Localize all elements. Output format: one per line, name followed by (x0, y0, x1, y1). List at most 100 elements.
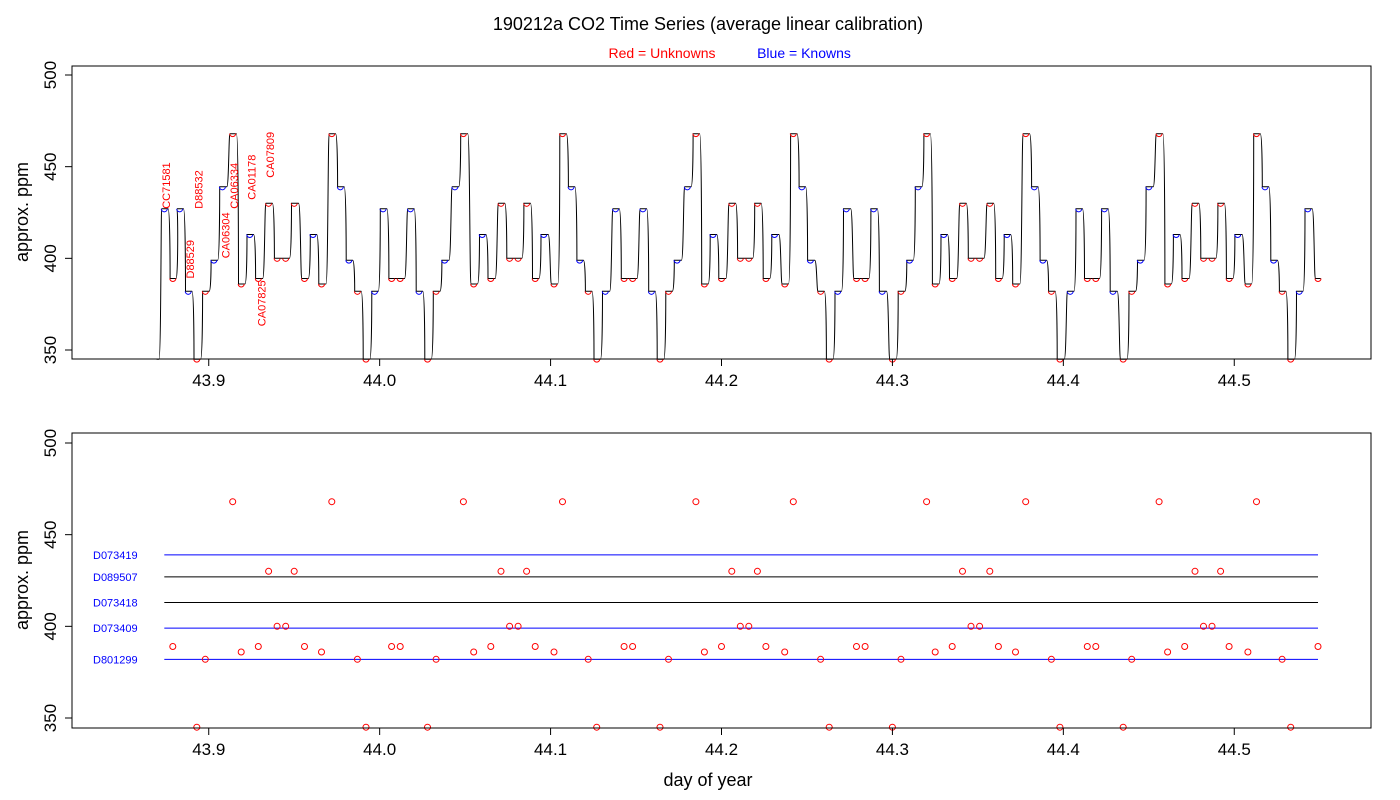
unknown-point (328, 498, 336, 506)
unknown-point (1191, 567, 1199, 575)
unknown-marker (948, 278, 956, 282)
unknown-point (753, 567, 761, 575)
unknown-marker (1083, 278, 1091, 282)
unknown-point (1208, 622, 1216, 630)
unknown-marker (1128, 291, 1136, 295)
y-tick-label: 350 (41, 336, 60, 364)
reference-line-label: D089507 (93, 572, 138, 584)
unknown-marker (1119, 359, 1127, 363)
unknown-point (1083, 643, 1091, 650)
unknown-point (1012, 648, 1019, 656)
unknown-point (1155, 498, 1163, 506)
unknown-point (825, 723, 833, 731)
unknown-marker (1200, 258, 1207, 262)
known-marker (870, 208, 878, 213)
tank-annotation: CA07825 (257, 280, 269, 326)
legend-knowns: Blue = Knowns (757, 45, 851, 61)
y-tick-label: 500 (41, 61, 60, 89)
unknown-point (817, 655, 825, 663)
bottom-y-axis: 350 400 450 500 (41, 429, 72, 732)
unknown-marker (273, 258, 281, 262)
unknown-point (424, 723, 431, 731)
unknown-marker (396, 278, 404, 282)
x-tick-label: 44.2 (705, 740, 738, 759)
unknown-marker (1314, 278, 1322, 282)
x-tick-label: 44.0 (363, 740, 396, 759)
y-tick-label: 450 (41, 520, 60, 548)
reference-line-label: D073418 (93, 598, 138, 610)
known-marker (336, 186, 344, 191)
unknown-point (301, 643, 308, 650)
unknown-point (254, 643, 262, 650)
x-tick-label: 44.2 (705, 371, 738, 390)
unknown-point (273, 622, 281, 630)
unknown-marker (559, 133, 567, 138)
top-x-axis: 43.9 44.0 44.1 44.2 44.3 44.4 44.5 (192, 359, 1251, 390)
unknown-point (728, 567, 736, 575)
known-marker (451, 186, 459, 191)
unknown-point (692, 498, 700, 506)
known-marker (1304, 208, 1312, 213)
unknown-marker (994, 278, 1002, 282)
unknown-marker (1047, 291, 1055, 295)
unknown-marker (584, 291, 592, 295)
unknown-marker (318, 283, 326, 288)
unknown-marker (1225, 278, 1233, 282)
unknown-marker (762, 278, 770, 282)
unknown-point (948, 643, 956, 650)
known-marker (1100, 208, 1108, 213)
x-tick-label: 44.5 (1218, 371, 1251, 390)
unknown-point (1047, 655, 1055, 663)
known-marker (478, 234, 486, 238)
unknown-marker (1022, 133, 1030, 138)
known-marker (1145, 186, 1153, 191)
unknown-point (193, 723, 201, 731)
unknown-point (169, 643, 177, 650)
unknown-marker (1287, 359, 1295, 363)
unknown-point (967, 622, 975, 630)
unknown-point (237, 648, 245, 656)
x-tick-label: 44.5 (1218, 740, 1251, 759)
unknown-marker (817, 291, 825, 295)
known-marker (683, 186, 691, 191)
unknown-marker (789, 133, 797, 138)
x-axis-label: day of year (663, 770, 752, 790)
unknown-marker (1191, 203, 1199, 207)
legend-unknowns: Red = Unknowns (608, 45, 715, 61)
unknown-point (781, 648, 789, 656)
unknown-point (656, 723, 664, 731)
unknown-marker (1278, 291, 1286, 295)
unknown-marker (665, 291, 673, 295)
y-tick-label: 450 (41, 152, 60, 180)
unknown-point (745, 622, 753, 630)
known-marker (176, 208, 184, 213)
unknown-point (1022, 498, 1030, 506)
unknown-marker (1056, 359, 1064, 363)
unknown-point (976, 622, 984, 630)
unknown-point (531, 643, 539, 650)
unknown-marker (531, 278, 539, 282)
unknown-marker (1011, 283, 1019, 288)
unknown-marker (459, 133, 467, 138)
known-marker (1270, 260, 1278, 264)
unknown-point (388, 643, 396, 650)
unknown-point (459, 498, 467, 506)
x-tick-label: 44.0 (363, 371, 396, 390)
unknown-marker (692, 133, 700, 138)
known-marker (406, 208, 414, 213)
x-tick-label: 43.9 (192, 740, 225, 759)
x-tick-label: 44.4 (1047, 371, 1080, 390)
unknown-point (1287, 723, 1295, 731)
unknown-point (1217, 567, 1225, 575)
known-marker (1003, 234, 1011, 238)
unknown-marker (1092, 278, 1100, 282)
unknown-marker (656, 359, 664, 363)
unknown-point (1225, 643, 1233, 650)
time-series-line (156, 133, 1321, 360)
known-marker (601, 291, 609, 295)
unknown-marker (931, 283, 939, 288)
unknown-point (282, 622, 290, 630)
known-marker (379, 208, 387, 213)
unknown-point (201, 655, 209, 663)
unknown-marker (229, 133, 237, 138)
